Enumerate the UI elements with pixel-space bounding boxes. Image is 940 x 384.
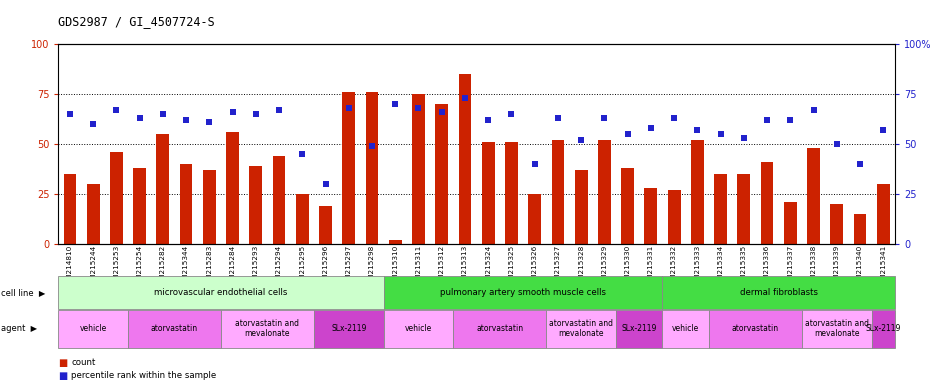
Text: cell line  ▶: cell line ▶ xyxy=(1,288,45,297)
Point xyxy=(179,117,194,123)
Point xyxy=(736,135,751,141)
Text: atorvastatin and
mevalonate: atorvastatin and mevalonate xyxy=(549,319,613,338)
Text: vehicle: vehicle xyxy=(80,324,107,333)
Point xyxy=(365,143,380,149)
Bar xyxy=(203,170,215,244)
Bar xyxy=(784,202,797,244)
Bar xyxy=(273,156,286,244)
Bar xyxy=(598,140,611,244)
Point xyxy=(62,111,77,117)
Text: atorvastatin: atorvastatin xyxy=(477,324,524,333)
Bar xyxy=(320,206,332,244)
Text: count: count xyxy=(71,358,96,367)
Point xyxy=(458,95,473,101)
Text: SLx-2119: SLx-2119 xyxy=(866,324,901,333)
Bar xyxy=(86,184,100,244)
Bar xyxy=(552,140,564,244)
Text: SLx-2119: SLx-2119 xyxy=(621,324,657,333)
Bar xyxy=(296,194,308,244)
Bar xyxy=(877,184,889,244)
Text: atorvastatin: atorvastatin xyxy=(732,324,779,333)
Point xyxy=(853,161,868,167)
Point xyxy=(272,107,287,113)
Point xyxy=(666,115,681,121)
Bar xyxy=(505,142,518,244)
Point xyxy=(225,109,240,115)
Bar xyxy=(64,174,76,244)
Bar xyxy=(227,132,239,244)
Text: atorvastatin and
mevalonate: atorvastatin and mevalonate xyxy=(805,319,869,338)
Bar xyxy=(574,170,588,244)
Text: percentile rank within the sample: percentile rank within the sample xyxy=(71,371,217,380)
Point xyxy=(411,105,426,111)
Point xyxy=(551,115,566,121)
Bar xyxy=(760,162,774,244)
Text: ■: ■ xyxy=(58,358,68,368)
Point xyxy=(295,151,310,157)
Point xyxy=(573,137,588,143)
Text: GDS2987 / GI_4507724-S: GDS2987 / GI_4507724-S xyxy=(58,15,215,28)
Point xyxy=(318,181,333,187)
Point xyxy=(86,121,101,127)
Bar xyxy=(412,94,425,244)
Bar xyxy=(738,174,750,244)
Bar xyxy=(482,142,494,244)
Point xyxy=(133,115,148,121)
Bar xyxy=(459,74,471,244)
Point xyxy=(643,125,658,131)
Bar xyxy=(156,134,169,244)
Text: atorvastatin and
mevalonate: atorvastatin and mevalonate xyxy=(235,319,300,338)
Text: microvascular endothelial cells: microvascular endothelial cells xyxy=(154,288,288,297)
Point xyxy=(690,127,705,133)
Bar xyxy=(645,188,657,244)
Bar xyxy=(667,190,681,244)
Point xyxy=(387,101,402,107)
Bar xyxy=(854,214,867,244)
Bar xyxy=(435,104,448,244)
Point xyxy=(806,107,821,113)
Point xyxy=(783,117,798,123)
Bar xyxy=(110,152,123,244)
Point xyxy=(155,111,170,117)
Bar xyxy=(180,164,193,244)
Point xyxy=(597,115,612,121)
Point xyxy=(434,109,449,115)
Point xyxy=(504,111,519,117)
Bar xyxy=(528,194,541,244)
Text: SLx-2119: SLx-2119 xyxy=(331,324,367,333)
Point xyxy=(109,107,124,113)
Bar xyxy=(807,148,820,244)
Point xyxy=(620,131,635,137)
Text: pulmonary artery smooth muscle cells: pulmonary artery smooth muscle cells xyxy=(440,288,606,297)
Text: dermal fibroblasts: dermal fibroblasts xyxy=(740,288,818,297)
Text: atorvastatin: atorvastatin xyxy=(151,324,198,333)
Bar xyxy=(830,204,843,244)
Point xyxy=(341,105,356,111)
Bar xyxy=(389,240,401,244)
Bar xyxy=(366,92,379,244)
Text: vehicle: vehicle xyxy=(405,324,432,333)
Bar xyxy=(621,168,634,244)
Point xyxy=(713,131,728,137)
Bar xyxy=(249,166,262,244)
Text: vehicle: vehicle xyxy=(672,324,699,333)
Point xyxy=(760,117,775,123)
Bar xyxy=(133,168,146,244)
Point xyxy=(480,117,495,123)
Bar xyxy=(691,140,704,244)
Bar xyxy=(714,174,727,244)
Bar xyxy=(342,92,355,244)
Point xyxy=(876,127,891,133)
Point xyxy=(202,119,217,125)
Text: agent  ▶: agent ▶ xyxy=(1,324,37,333)
Point xyxy=(829,141,844,147)
Point xyxy=(527,161,542,167)
Point xyxy=(248,111,263,117)
Text: ■: ■ xyxy=(58,371,68,381)
